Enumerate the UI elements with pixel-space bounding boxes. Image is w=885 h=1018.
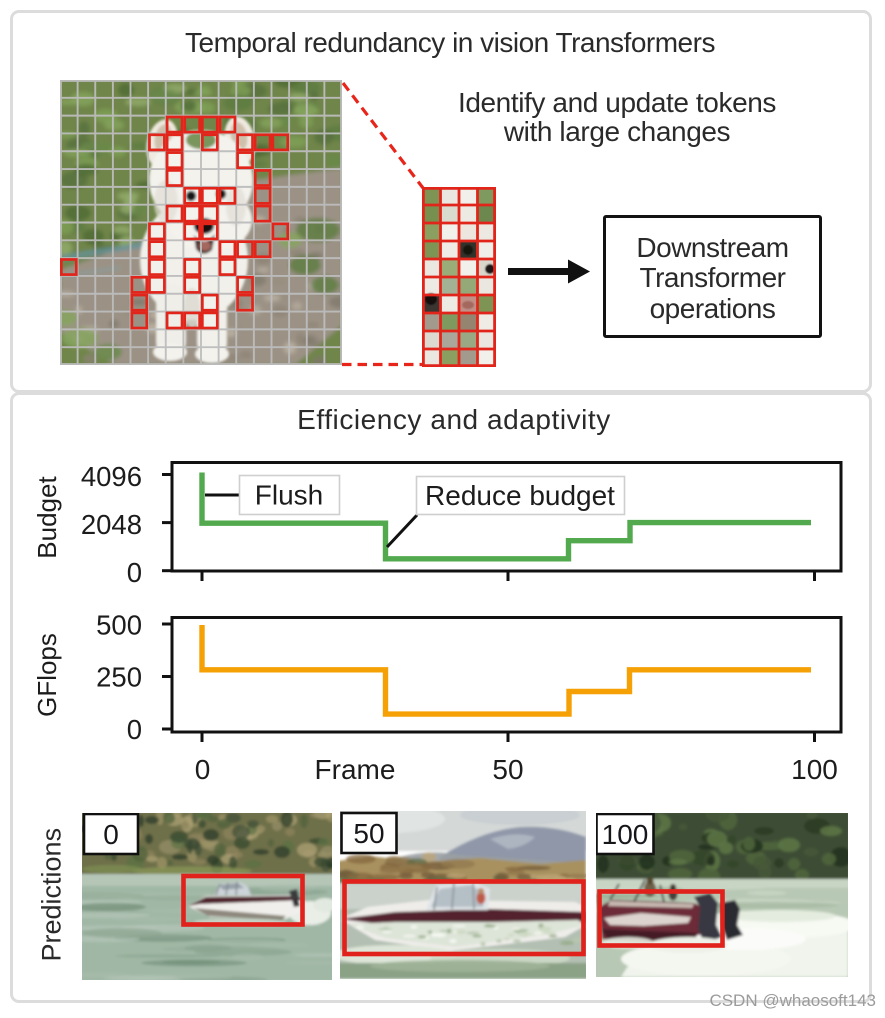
svg-text:100: 100 [602, 819, 649, 850]
svg-text:100: 100 [791, 754, 838, 785]
svg-text:Budget: Budget [32, 476, 62, 559]
svg-text:0: 0 [127, 714, 142, 745]
svg-text:Reduce budget: Reduce budget [425, 480, 615, 511]
svg-text:4096: 4096 [81, 461, 142, 492]
svg-text:Flush: Flush [255, 480, 323, 511]
svg-text:250: 250 [96, 662, 142, 693]
svg-text:50: 50 [492, 754, 523, 785]
svg-text:50: 50 [353, 818, 384, 849]
svg-text:2048: 2048 [81, 509, 142, 540]
svg-text:GFlops: GFlops [32, 633, 62, 717]
svg-text:0: 0 [103, 819, 119, 850]
svg-text:0: 0 [195, 754, 211, 785]
svg-text:0: 0 [127, 557, 142, 588]
svg-text:500: 500 [96, 610, 142, 641]
svg-text:Frame: Frame [315, 754, 396, 785]
